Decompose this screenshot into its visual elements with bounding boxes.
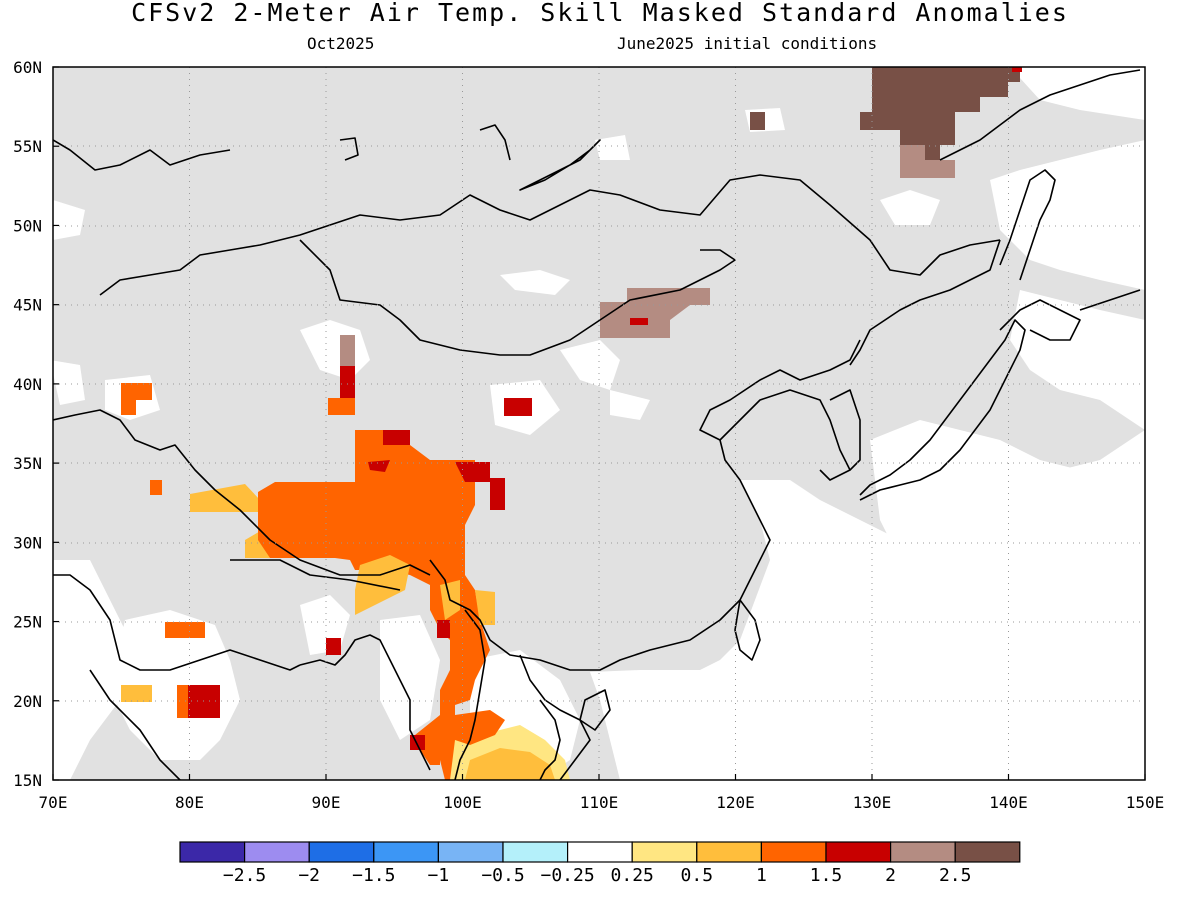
legend-bin — [825, 841, 892, 863]
anomaly-2.5-region — [750, 112, 765, 130]
anomaly-0.5-region — [475, 590, 495, 625]
lon-label: 100E — [443, 793, 482, 812]
latitude-labels: 15N 20N 25N 30N 35N 40N 45N 50N 55N 60N — [13, 58, 42, 790]
initial-conditions: June2025 initial conditions — [617, 34, 878, 53]
legend-bin — [760, 841, 827, 863]
japan-coastline — [579, 169, 1141, 731]
anomaly-1-region — [328, 398, 355, 415]
anomaly-2-region — [600, 288, 710, 338]
anomaly-1.5-cell — [326, 638, 341, 655]
anomaly-1.5-cell — [1012, 67, 1022, 72]
anomaly-1.5-cell — [340, 366, 355, 398]
anomaly-0.5-region — [121, 685, 152, 702]
lon-label: 110E — [580, 793, 619, 812]
anomaly-1-region — [258, 430, 490, 780]
legend-label: −2.5 — [223, 865, 266, 886]
lon-label: 80E — [175, 793, 204, 812]
lon-label: 130E — [853, 793, 892, 812]
graticule — [53, 67, 1145, 780]
legend-bin — [179, 841, 246, 863]
legend-bin — [502, 841, 569, 863]
legend-bin — [244, 841, 310, 863]
anomaly-1.5-cell — [504, 398, 532, 416]
lat-label: 30N — [13, 533, 42, 552]
lat-label: 50N — [13, 216, 42, 235]
anomaly-1-region — [165, 622, 205, 638]
longitude-labels: 70E 80E 90E 100E 110E 120E 130E 140E 150E — [39, 793, 1165, 812]
lat-label: 45N — [13, 296, 42, 315]
anomaly-1.5-cell — [368, 460, 390, 472]
legend-bin — [566, 841, 633, 863]
legend-bin — [954, 841, 1021, 863]
unmasked-areas — [53, 67, 1145, 780]
lat-label: 60N — [13, 58, 42, 77]
anomaly-1.5-cell — [340, 335, 355, 366]
anomaly-1-region — [121, 383, 152, 415]
legend-bin — [308, 841, 375, 863]
lon-label: 140E — [989, 793, 1028, 812]
lon-label: 150E — [1126, 793, 1165, 812]
legend-label: −1 — [428, 865, 450, 886]
legend-bin — [889, 841, 956, 863]
legend-label: 2 — [885, 865, 896, 886]
anomaly-1-region — [150, 480, 162, 495]
lon-label: 70E — [39, 793, 68, 812]
lon-label: 90E — [312, 793, 341, 812]
legend-bin — [696, 841, 762, 863]
legend-bin — [437, 841, 504, 863]
legend-label: 1.5 — [810, 865, 843, 886]
forecast-month: Oct2025 — [307, 34, 375, 53]
legend-label: −0.25 — [541, 865, 595, 886]
legend-label: 0.5 — [681, 865, 714, 886]
lon-label: 120E — [716, 793, 755, 812]
lat-label: 40N — [13, 375, 42, 394]
anomaly-1.5-cell — [630, 318, 648, 325]
lat-label: 15N — [13, 771, 42, 790]
chart-title: CFSv2 2-Meter Air Temp. Skill Masked Sta… — [131, 0, 1069, 27]
legend-bin — [373, 841, 439, 863]
anomaly-2-region — [900, 145, 955, 178]
legend-label: −0.5 — [481, 865, 524, 886]
anomaly-1.5-cell — [455, 462, 505, 510]
coastlines — [53, 139, 1001, 780]
anomaly-2.5-region — [860, 67, 1020, 160]
anomaly-0.5-region — [465, 748, 555, 780]
legend-labels: −2.5 −2 −1.5 −1 −0.5 −0.25 0.25 0.5 1 1.5 2 2.5 — [223, 865, 972, 886]
legend-label: 0.25 — [611, 865, 654, 886]
legend-label: −2 — [298, 865, 320, 886]
lat-label: 20N — [13, 692, 42, 711]
legend-color-bar — [179, 841, 1021, 863]
legend-label: 1 — [756, 865, 767, 886]
anomaly-1-region — [455, 710, 505, 745]
anomaly-1.5-cell — [383, 430, 410, 445]
northern-coastline — [339, 69, 1141, 191]
lat-label: 25N — [13, 613, 42, 632]
legend-label: 2.5 — [939, 865, 972, 886]
legend-label: −1.5 — [352, 865, 395, 886]
legend-bin — [631, 841, 698, 863]
lat-label: 35N — [13, 454, 42, 473]
axis-ticks — [52, 66, 1146, 781]
lat-label: 55N — [13, 137, 42, 156]
anomaly-1.5-cell — [437, 620, 450, 638]
